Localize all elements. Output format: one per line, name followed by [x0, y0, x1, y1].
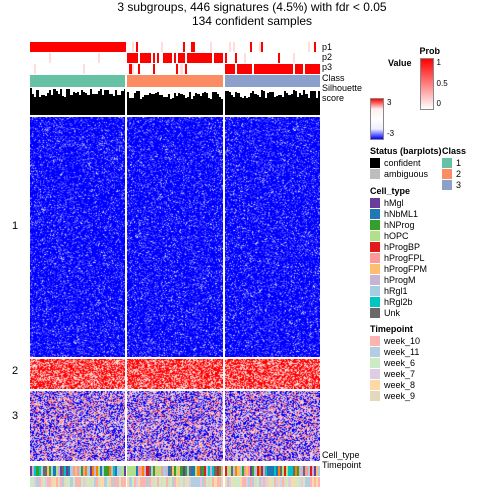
bottom-annot-labels: Cell_type Timepoint — [322, 450, 361, 470]
legend-panel: Value 3-3 Prob 10.50 Status (barplots)co… — [370, 40, 500, 402]
legend-item: hOPC — [370, 231, 500, 241]
legend-item: 3 — [442, 180, 466, 190]
subtitle: 134 confident samples — [0, 14, 504, 28]
legend-item: hNProg — [370, 220, 500, 230]
legend-item: Unk — [370, 308, 500, 318]
silhouette-track — [30, 87, 320, 115]
legend-Status (barplots): Status (barplots) — [370, 146, 500, 156]
heatmap — [30, 117, 320, 463]
legend-item: week_9 — [370, 391, 500, 401]
legend-item: week_10 — [370, 336, 500, 346]
value-gradient — [370, 98, 384, 140]
title: 3 subgroups, 446 signatures (4.5%) with … — [0, 0, 504, 14]
main-plot — [30, 42, 320, 472]
class-track — [30, 75, 320, 87]
legend-item: hRgl1 — [370, 286, 500, 296]
legend-item: 2 — [442, 169, 466, 179]
legend-item: hMgl — [370, 198, 500, 208]
legend-item: hProgFPL — [370, 253, 500, 263]
legend-item: confident — [370, 158, 500, 168]
legend-Class: Class — [442, 146, 466, 156]
prob-gradient — [420, 58, 434, 110]
legend-item: week_8 — [370, 380, 500, 390]
legend-item: hRgl2b — [370, 297, 500, 307]
prob-track-p3 — [30, 64, 320, 74]
legend-item: hProgBP — [370, 242, 500, 252]
legend-Cell_type: Cell_type — [370, 186, 500, 196]
legend-item: week_6 — [370, 358, 500, 368]
legend-item: hProgM — [370, 275, 500, 285]
legend-item: week_7 — [370, 369, 500, 379]
annot-track-Timepoint — [30, 477, 320, 487]
annot-track-Cell_type — [30, 466, 320, 476]
prob-track-p2 — [30, 53, 320, 63]
legend-item: hNbML1 — [370, 209, 500, 219]
prob-track-p1 — [30, 42, 320, 52]
row-annot-labels: p1 p2 p3 Class Silhouette score — [322, 42, 362, 103]
legend-item: 1 — [442, 158, 466, 168]
legend-Timepoint: Timepoint — [370, 324, 500, 334]
legend-item: week_11 — [370, 347, 500, 357]
legend-item: hProgFPM — [370, 264, 500, 274]
legend-item: ambiguous — [370, 169, 500, 179]
